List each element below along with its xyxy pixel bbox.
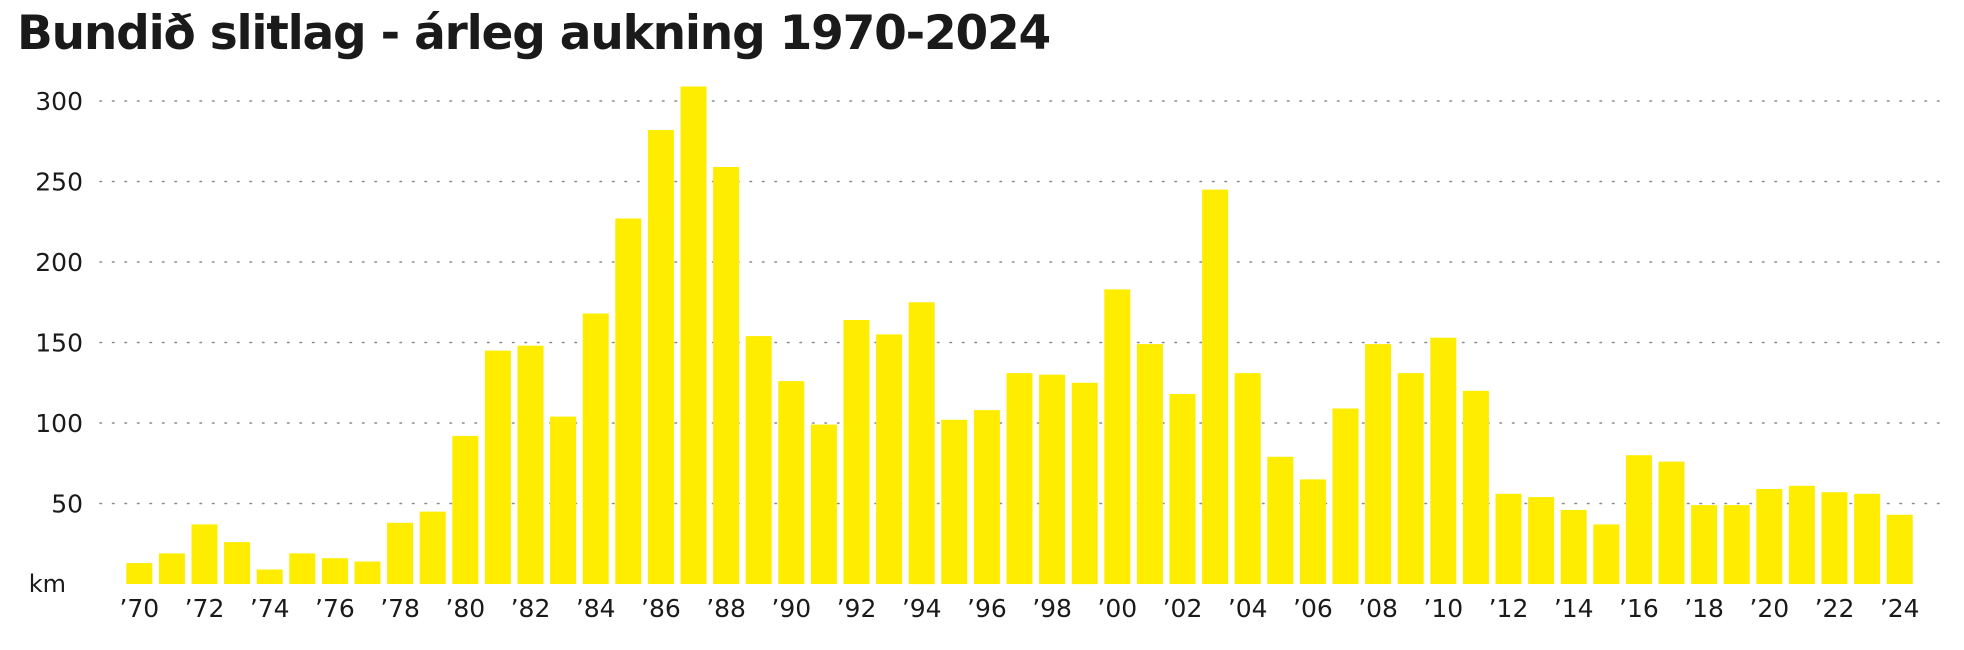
x-tick-label-2000: ’00	[1097, 594, 1137, 623]
x-tick-label-1982: ’82	[511, 594, 551, 623]
bar-2004	[1234, 373, 1261, 584]
x-tick-label-1990: ’90	[771, 594, 811, 623]
bar-1984	[582, 313, 609, 584]
bar-2015	[1593, 524, 1620, 584]
y-axis-unit-label: km	[29, 570, 66, 598]
x-tick-label-2016: ’16	[1619, 594, 1659, 623]
bar-1975	[289, 553, 316, 584]
bar-2017	[1658, 461, 1685, 584]
bar-1989	[745, 336, 772, 584]
bar-1993	[876, 334, 903, 584]
bar-2005	[1267, 456, 1294, 584]
bar-1972	[191, 524, 218, 584]
bar-1992	[843, 320, 870, 584]
bar-2012	[1495, 493, 1522, 584]
bar-1980	[452, 435, 479, 584]
bar-1979	[419, 511, 446, 584]
x-tick-label-1980: ’80	[445, 594, 485, 623]
bar-2014	[1560, 509, 1587, 584]
x-tick-label-2002: ’02	[1163, 594, 1203, 623]
bar-2013	[1528, 497, 1555, 584]
bar-2016	[1625, 455, 1652, 584]
y-tick-label-250: 250	[35, 168, 83, 197]
bar-2011	[1462, 390, 1489, 584]
y-tick-label-300: 300	[35, 87, 83, 116]
bar-1970	[126, 563, 153, 584]
bar-2022	[1821, 492, 1848, 584]
x-tick-label-1978: ’78	[380, 594, 420, 623]
y-tick-label-50: 50	[51, 490, 83, 519]
bar-2024	[1886, 514, 1913, 584]
y-axis-labels: 50 100 150 200 250 300	[35, 87, 83, 519]
bar-1978	[387, 522, 414, 584]
bar-1985	[615, 218, 642, 584]
x-tick-label-2020: ’20	[1749, 594, 1789, 623]
bar-1982	[517, 345, 544, 584]
y-tick-label-100: 100	[35, 409, 83, 438]
bar-2009	[1397, 373, 1424, 584]
x-tick-label-2018: ’18	[1684, 594, 1724, 623]
bar-1990	[778, 381, 805, 584]
bar-1981	[484, 350, 511, 584]
bars	[126, 86, 1913, 585]
bar-2008	[1365, 344, 1392, 584]
bar-2002	[1169, 394, 1196, 584]
bar-2019	[1723, 505, 1750, 584]
x-tick-label-2010: ’10	[1423, 594, 1463, 623]
bar-2023	[1854, 493, 1881, 584]
bar-1986	[647, 130, 674, 584]
bar-1976	[321, 558, 348, 584]
chart-title: Bundið slitlag - árleg aukning 1970-2024	[17, 6, 1051, 61]
bar-1991	[810, 424, 837, 584]
bar-1973	[224, 542, 251, 584]
bar-1974	[256, 569, 283, 584]
bar-1995	[941, 419, 968, 584]
bar-1983	[550, 416, 577, 584]
bar-1987	[680, 86, 707, 584]
bar-2003	[1202, 189, 1229, 584]
x-tick-label-1988: ’88	[706, 594, 746, 623]
bar-1988	[713, 167, 740, 584]
y-tick-label-150: 150	[35, 329, 83, 358]
x-tick-label-1996: ’96	[967, 594, 1007, 623]
bar-1999	[1071, 382, 1098, 585]
bar-2021	[1788, 485, 1815, 584]
x-tick-label-2012: ’12	[1489, 594, 1529, 623]
x-axis-labels: ’70 ’72 ’74 ’76 ’78 ’80 ’82 ’84 ’86 ’88 ’90 ’92 ’94 ’…	[119, 594, 1919, 623]
x-tick-label-2008: ’08	[1358, 594, 1398, 623]
x-tick-label-1974: ’74	[250, 594, 290, 623]
x-tick-label-2024: ’24	[1880, 594, 1920, 623]
bar-1996	[973, 410, 1000, 584]
x-tick-label-2004: ’04	[1228, 594, 1268, 623]
bar-1977	[354, 561, 381, 584]
x-tick-label-1972: ’72	[185, 594, 225, 623]
y-tick-label-200: 200	[35, 248, 83, 277]
bar-2020	[1756, 489, 1783, 584]
x-tick-label-2022: ’22	[1815, 594, 1855, 623]
bar-2007	[1332, 408, 1359, 584]
x-tick-label-2014: ’14	[1554, 594, 1594, 623]
bar-2000	[1104, 289, 1131, 584]
x-tick-label-2006: ’06	[1293, 594, 1333, 623]
x-tick-label-1992: ’92	[837, 594, 877, 623]
bar-2001	[1136, 344, 1163, 584]
bar-2018	[1691, 505, 1718, 584]
bar-1971	[158, 553, 185, 584]
x-tick-label-1986: ’86	[641, 594, 681, 623]
bar-1994	[908, 302, 935, 585]
x-tick-label-1976: ’76	[315, 594, 355, 623]
x-tick-label-1984: ’84	[576, 594, 616, 623]
x-tick-label-1970: ’70	[119, 594, 159, 623]
bar-2006	[1299, 479, 1326, 584]
bar-2010	[1430, 337, 1457, 584]
bar-1998	[1039, 374, 1066, 584]
x-tick-label-1998: ’98	[1032, 594, 1072, 623]
bar-1997	[1006, 373, 1033, 584]
x-tick-label-1994: ’94	[902, 594, 942, 623]
